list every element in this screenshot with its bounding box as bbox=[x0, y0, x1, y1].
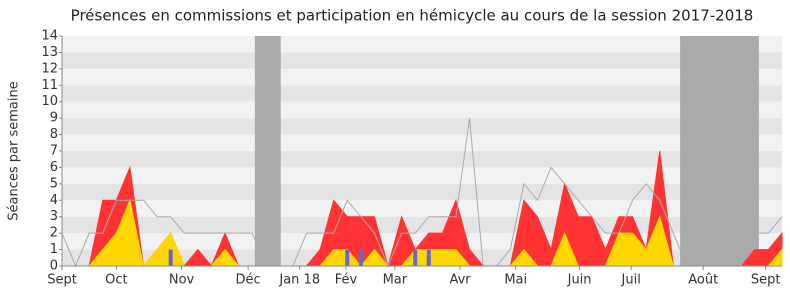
grid-band bbox=[62, 118, 782, 135]
grid-band bbox=[62, 134, 782, 151]
bar bbox=[168, 249, 173, 266]
bar bbox=[426, 249, 431, 266]
grid-band bbox=[62, 200, 782, 217]
x-tick-label: Juil bbox=[621, 273, 641, 288]
grid-band bbox=[62, 68, 782, 86]
grid-band bbox=[62, 183, 782, 201]
y-tick-label: 8 bbox=[50, 127, 58, 142]
bar bbox=[413, 249, 418, 266]
y-tick-label: 10 bbox=[41, 94, 58, 109]
line bbox=[61, 118, 783, 268]
grid-band bbox=[62, 151, 782, 168]
y-tick-label: 13 bbox=[41, 45, 58, 60]
grid-band bbox=[62, 36, 782, 53]
x-tick-label: Nov bbox=[169, 273, 195, 288]
bar bbox=[358, 249, 363, 266]
x-tick-label: Sept bbox=[751, 273, 781, 288]
y-tick-label: 11 bbox=[41, 78, 58, 93]
y-tick-label: 3 bbox=[50, 209, 58, 224]
vacation-band bbox=[680, 36, 759, 266]
x-tick-label: Juin bbox=[567, 273, 592, 288]
y-tick-label: 7 bbox=[50, 144, 58, 159]
y-tick-label: 2 bbox=[50, 226, 58, 241]
y-tick-label: 6 bbox=[50, 160, 58, 175]
chart-title: Présences en commissions et participatio… bbox=[71, 7, 754, 25]
vacation-band bbox=[254, 36, 281, 266]
y-tick-label: 12 bbox=[41, 61, 58, 76]
x-tick-label: Jan 18 bbox=[278, 273, 320, 288]
grid-band bbox=[62, 167, 782, 184]
x-tick-label: Août bbox=[688, 273, 718, 288]
y-tick-label: 9 bbox=[50, 111, 58, 126]
grid-band bbox=[62, 52, 782, 69]
x-tick-label: Avr bbox=[449, 273, 471, 288]
bar bbox=[345, 249, 350, 266]
x-tick-label: Déc bbox=[236, 273, 261, 288]
y-tick-label: 14 bbox=[41, 29, 58, 44]
x-tick-label: Sept bbox=[47, 273, 77, 288]
x-tick-label: Mai bbox=[504, 273, 527, 288]
y-tick-label: 0 bbox=[50, 259, 58, 274]
x-tick-label: Fév bbox=[335, 273, 358, 288]
x-tick-label: Mar bbox=[383, 273, 408, 288]
y-tick-label: 1 bbox=[50, 242, 58, 257]
y-tick-label: 5 bbox=[50, 176, 58, 191]
grid-band bbox=[62, 101, 782, 119]
x-tick-label: Oct bbox=[105, 273, 127, 288]
y-axis-label: Séances par semaine bbox=[7, 81, 22, 220]
y-tick-label: 4 bbox=[50, 193, 58, 208]
grid-band bbox=[62, 85, 782, 102]
